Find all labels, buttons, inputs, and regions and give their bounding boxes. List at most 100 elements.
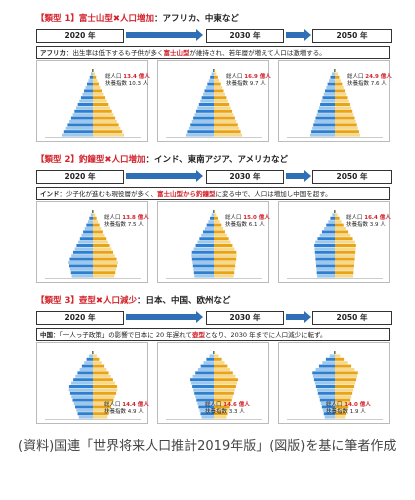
male-bar: [65, 126, 93, 130]
male-bar: [90, 213, 93, 217]
female-bar: [335, 385, 355, 388]
female-bar: [335, 364, 352, 368]
pyramid-panel: [36, 60, 148, 142]
male-bar: [92, 210, 93, 213]
female-bar: [335, 99, 349, 103]
male-bar: [312, 371, 335, 375]
male-bar: [317, 109, 335, 113]
male-bar: [201, 415, 214, 419]
female-bar: [93, 271, 116, 275]
year-box: 2050 年: [312, 311, 392, 325]
male-bar: [77, 412, 93, 416]
male-bar: [315, 257, 335, 261]
female-bar: [214, 89, 224, 93]
male-bar: [192, 264, 214, 268]
female-bar: [214, 96, 227, 100]
male-bar: [213, 69, 214, 72]
female-bar: [335, 371, 358, 375]
male-bar: [196, 398, 214, 402]
male-bar: [314, 250, 335, 254]
male-bar: [329, 354, 335, 358]
female-bar: [335, 106, 352, 110]
male-bar: [193, 116, 214, 120]
female-bar: [335, 244, 356, 247]
female-bar: [335, 82, 343, 86]
year-box: 2030 年: [206, 29, 284, 43]
male-bar: [195, 395, 214, 399]
male-bar: [210, 216, 214, 220]
male-bar: [86, 223, 93, 227]
male-bar: [204, 227, 214, 230]
female-bar: [214, 250, 237, 254]
male-bar: [315, 240, 335, 244]
male-bar: [319, 398, 335, 402]
female-bar: [214, 210, 215, 213]
pyramid-panel: [157, 342, 269, 424]
male-bar: [193, 267, 214, 271]
female-bar: [93, 354, 97, 358]
female-bar: [93, 395, 115, 399]
male-bar: [195, 371, 214, 375]
male-bar: [92, 351, 93, 354]
female-bar: [214, 233, 227, 237]
female-bar: [93, 72, 96, 76]
male-bar: [327, 82, 335, 86]
male-bar: [206, 357, 214, 361]
female-bar: [93, 408, 110, 412]
female-bar: [93, 371, 109, 375]
panel-stats: 総人口 16.9 億人 扶養指数 9.7 人: [226, 74, 271, 87]
female-bar: [214, 230, 225, 234]
male-bar: [323, 412, 335, 416]
female-bar: [214, 398, 232, 402]
male-bar: [315, 368, 335, 371]
female-bar: [93, 402, 113, 405]
male-bar: [195, 109, 214, 113]
female-bar: [93, 99, 107, 103]
female-bar: [93, 247, 112, 251]
female-bar: [214, 254, 237, 258]
female-bar: [335, 415, 346, 419]
male-bar: [318, 364, 335, 368]
female-bar: [93, 79, 98, 83]
male-bar: [72, 250, 93, 254]
female-bar: [93, 227, 102, 230]
female-bar: [335, 96, 348, 100]
male-bar: [199, 408, 214, 412]
male-bar: [89, 75, 93, 79]
female-bar: [335, 247, 356, 251]
male-bar: [83, 230, 93, 234]
male-bar: [208, 220, 214, 224]
male-bar: [313, 378, 335, 382]
pyramid-graphic: [45, 69, 141, 138]
male-bar: [68, 261, 93, 264]
female-bar: [214, 378, 238, 382]
male-bar: [203, 92, 214, 96]
male-bar: [316, 271, 335, 275]
male-bar: [334, 351, 335, 354]
male-bar: [321, 99, 335, 103]
female-bar: [93, 69, 94, 72]
female-bar: [93, 75, 97, 79]
female-bar: [93, 133, 124, 137]
male-bar: [324, 89, 335, 93]
female-bar: [93, 240, 108, 244]
female-bar: [214, 381, 237, 385]
female-bar: [214, 415, 227, 419]
male-bar: [92, 69, 93, 72]
male-bar: [87, 220, 93, 224]
male-bar: [324, 415, 335, 419]
female-bar: [214, 133, 242, 137]
male-bar: [330, 216, 335, 220]
female-bar: [335, 357, 345, 361]
female-bar: [214, 244, 233, 247]
male-bar: [69, 120, 93, 123]
type3-description: 中国：「一人っ子政策」の影響で日本に 20 年遅れて壺型となり、2030 年まで…: [36, 328, 390, 341]
female-bar: [93, 130, 123, 134]
female-bar: [214, 368, 231, 371]
male-bar: [328, 220, 335, 224]
year-box: 2020 年: [36, 311, 124, 325]
male-bar: [195, 244, 214, 247]
female-bar: [93, 374, 111, 378]
male-bar: [320, 402, 335, 405]
male-bar: [72, 113, 93, 117]
